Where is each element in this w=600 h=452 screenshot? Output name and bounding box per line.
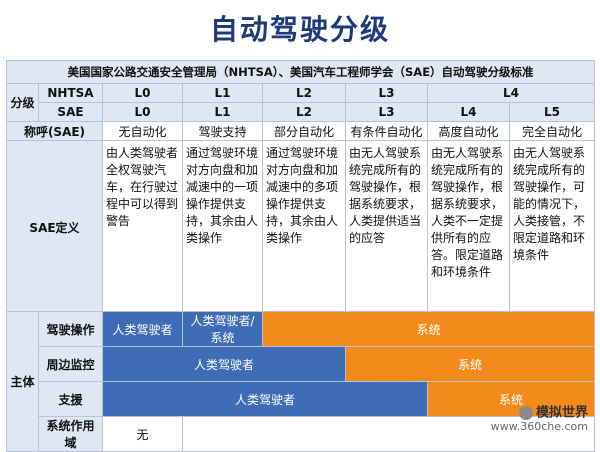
driving-op-system: 系统 <box>261 311 596 347</box>
monitoring-human: 人类驾驶者 <box>102 346 346 382</box>
watermark-url: www.360che.com <box>490 420 588 433</box>
level-name: 部分自动化 <box>262 121 346 141</box>
level-name: 有条件自动化 <box>345 121 428 141</box>
sae-label: SAE <box>38 102 103 122</box>
nhtsa-level: L2 <box>262 83 346 103</box>
sae-level: L0 <box>102 102 183 122</box>
driving-op-human: 人类驾驶者 <box>102 311 183 347</box>
level-definition: 由无人驾驶系统完成所有的驾驶操作，根据系统要求，人类不一定提供所有的应答。限定道… <box>427 140 510 312</box>
level-definition: 由人类驾驶者全权驾驶汽车，在行驶过程中可以得到警告 <box>102 140 183 312</box>
support-human: 人类驾驶者 <box>102 381 428 417</box>
scope-none: 无 <box>102 416 183 452</box>
monitoring-system: 系统 <box>344 346 596 382</box>
level-definition: 由无人驾驶系统完成所有的驾驶操作，根据系统要求，人类提供适当的应答 <box>345 140 428 312</box>
monitoring-label: 周边监控 <box>38 346 103 382</box>
level-name: 无自动化 <box>102 121 183 141</box>
sae-level: L5 <box>508 102 596 122</box>
driving-op-label: 驾驶操作 <box>38 311 103 347</box>
nhtsa-level: L1 <box>182 83 263 103</box>
level-name: 高度自动化 <box>427 121 510 141</box>
support-system: 系统 <box>426 381 596 417</box>
grading-label: 分级 <box>6 83 39 122</box>
nhtsa-level: L3 <box>345 83 428 103</box>
sae-level: L1 <box>182 102 263 122</box>
nhtsa-label: NHTSA <box>38 83 103 103</box>
level-definition: 通过驾驶环境对方向盘和加减速中的一项操作提供支持，其余由人类操作 <box>182 140 263 312</box>
nhtsa-level: L4 <box>426 83 596 103</box>
watermark-name: 模拟世界 <box>535 405 588 420</box>
sae-level: L3 <box>345 102 428 122</box>
definition-label: SAE定义 <box>6 140 103 312</box>
level-definition: 通过驾驶环境对方向盘和加减速中的多项操作提供支持，其余由人类操作 <box>262 140 346 312</box>
nhtsa-level: L0 <box>102 83 183 103</box>
support-label: 支援 <box>38 381 103 417</box>
sae-level: L2 <box>262 102 346 122</box>
driving-op-human-system: 人类驾驶者/系统 <box>182 311 263 347</box>
page-title: 自动驾驶分级 <box>209 13 390 46</box>
autonomy-levels-table: 美国国家公路交通安全管理局（NHTSA）、美国汽车工程师学会（SAE）自动驾驶分… <box>5 60 596 452</box>
watermark: 模拟世界 www.360che.com <box>490 405 588 435</box>
name-label: 称呼(SAE) <box>6 121 103 141</box>
level-name: 完全自动化 <box>508 121 596 141</box>
level-name: 驾驶支持 <box>182 121 263 141</box>
standard-title: 美国国家公路交通安全管理局（NHTSA）、美国汽车工程师学会（SAE）自动驾驶分… <box>5 60 596 84</box>
sae-level: L4 <box>427 102 510 122</box>
scope-label: 系统作用域 <box>38 416 103 452</box>
level-definition: 由无人驾驶系统完成所有的驾驶操作，可能的情况下，人类接管，不限定道路和环境条件 <box>508 140 596 312</box>
wechat-icon <box>518 405 533 420</box>
subject-label: 主体 <box>6 311 39 452</box>
